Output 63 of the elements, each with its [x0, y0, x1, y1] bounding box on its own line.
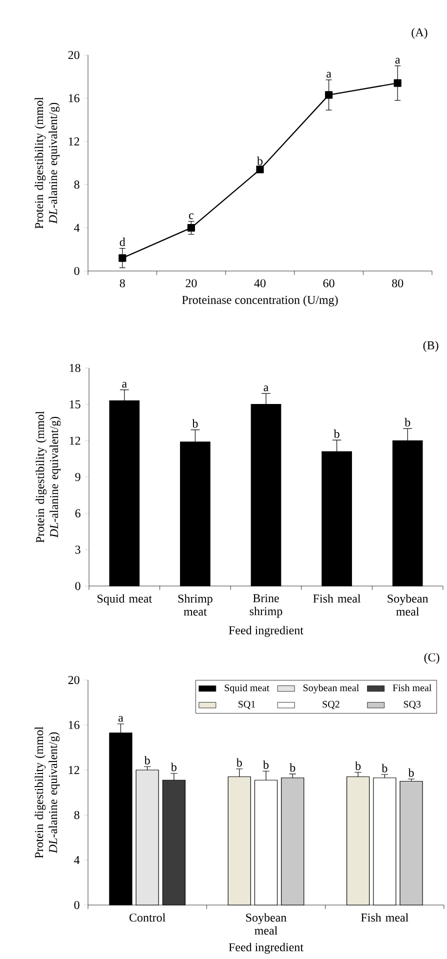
y-tick-label: 4: [74, 224, 80, 232]
chart-title: (B): [423, 340, 438, 352]
x-tick-label: Soybean meal: [246, 913, 286, 935]
y-tick-label: 8: [74, 180, 80, 189]
data-label: a: [264, 385, 268, 392]
legend-label: Squid meat: [224, 684, 270, 694]
y-tick-label: 4: [74, 856, 80, 864]
data-label: c: [188, 213, 194, 220]
y-tick-label: 16: [68, 720, 80, 730]
y-tick-label: 20: [68, 676, 80, 684]
legend-label: Soybean meal: [303, 684, 359, 694]
data-label: d: [120, 238, 126, 246]
y-tick-label: 3: [75, 546, 80, 554]
y-tick-label: 15: [70, 400, 80, 408]
x-tick-label: Brine shrimp: [250, 594, 282, 618]
data-label: a: [118, 716, 124, 722]
data-label: b: [290, 763, 296, 772]
data-label: b: [144, 756, 150, 764]
x-tick-label: 8: [120, 279, 125, 288]
y-tick-label: 0: [75, 582, 80, 590]
x-axis-title: Feed ingredient: [228, 942, 304, 954]
x-tick-label: Soybean meal: [388, 594, 428, 616]
x-tick-label: Shrimp meat: [178, 594, 212, 616]
chart-title: (A): [412, 28, 428, 39]
y-tick-label: 9: [75, 472, 80, 482]
y-tick-label: 12: [68, 766, 80, 774]
data-label: b: [257, 156, 263, 166]
data-label: b: [236, 758, 242, 767]
x-axis-title: Proteinase concentration (U/mg): [182, 295, 338, 306]
legend-label: SQ3: [404, 700, 421, 710]
y-tick-label: 12: [68, 137, 80, 146]
y-tick-label: 8: [74, 810, 80, 820]
x-tick-label: 80: [392, 279, 404, 288]
y-tick-label: 12: [70, 436, 80, 445]
data-label: b: [192, 419, 198, 428]
x-tick-label: Control: [130, 913, 166, 922]
data-label: a: [122, 382, 127, 388]
x-tick-label: 60: [323, 279, 334, 288]
data-label: b: [355, 762, 361, 770]
x-tick-label: Fish meal: [361, 913, 408, 922]
y-tick-label: 0: [74, 266, 80, 276]
text: SQ2: [322, 700, 340, 710]
y-tick-label: 18: [70, 364, 80, 372]
data-label: a: [326, 72, 332, 78]
y-tick-label: 0: [74, 900, 80, 910]
x-tick-label: Squid meat: [98, 594, 152, 606]
data-label: b: [334, 429, 340, 438]
y-tick-label: 6: [75, 509, 80, 518]
x-tick-label: 40: [254, 279, 266, 288]
data-label: a: [395, 58, 400, 64]
legend-label: SQ1: [238, 700, 256, 710]
x-axis-title: Feed ingredient: [228, 626, 304, 637]
data-label: b: [408, 768, 414, 777]
data-label: b: [382, 764, 388, 772]
x-tick-label: Fish meal: [313, 594, 361, 603]
data-label: b: [263, 760, 269, 769]
data-label: b: [170, 762, 176, 772]
data-label: b: [404, 418, 410, 426]
chart-title: (C): [424, 652, 440, 664]
y-tick-label: 20: [68, 50, 80, 60]
x-tick-label: 20: [186, 279, 197, 288]
y-tick-label: 16: [68, 94, 80, 102]
legend-label: Fish meal: [392, 684, 432, 692]
